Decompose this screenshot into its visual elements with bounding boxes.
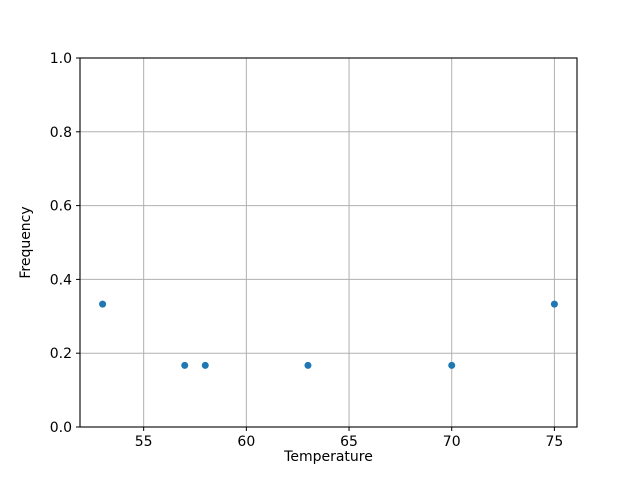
x-tick-label: 55 <box>135 434 153 450</box>
y-tick-label: 0.2 <box>50 346 72 362</box>
y-tick-label: 0.4 <box>50 272 72 288</box>
data-points <box>99 300 558 369</box>
axis-ticks: 55 60 65 70 75 0.0 0.2 0.4 0.6 0.8 1.0 <box>50 51 564 450</box>
y-tick-label: 1.0 <box>50 51 72 67</box>
scatter-point <box>550 300 558 308</box>
y-axis-label: Frequency <box>18 206 34 278</box>
y-tick-label: 0.6 <box>50 199 72 215</box>
x-tick-label: 60 <box>237 434 255 450</box>
x-tick-label: 70 <box>443 434 461 450</box>
x-tick-label: 65 <box>340 434 358 450</box>
grid-lines <box>80 57 577 428</box>
plot-border <box>79 57 578 428</box>
y-tick-label: 0.8 <box>50 125 72 141</box>
scatter-point <box>448 361 456 369</box>
y-tick-label: 0.0 <box>50 420 72 436</box>
scatter-point <box>304 361 312 369</box>
x-tick-label: 75 <box>545 434 563 450</box>
scatter-point <box>181 361 189 369</box>
x-axis-label: Temperature <box>283 449 373 465</box>
scatter-point <box>201 361 209 369</box>
scatter-point <box>99 300 107 308</box>
